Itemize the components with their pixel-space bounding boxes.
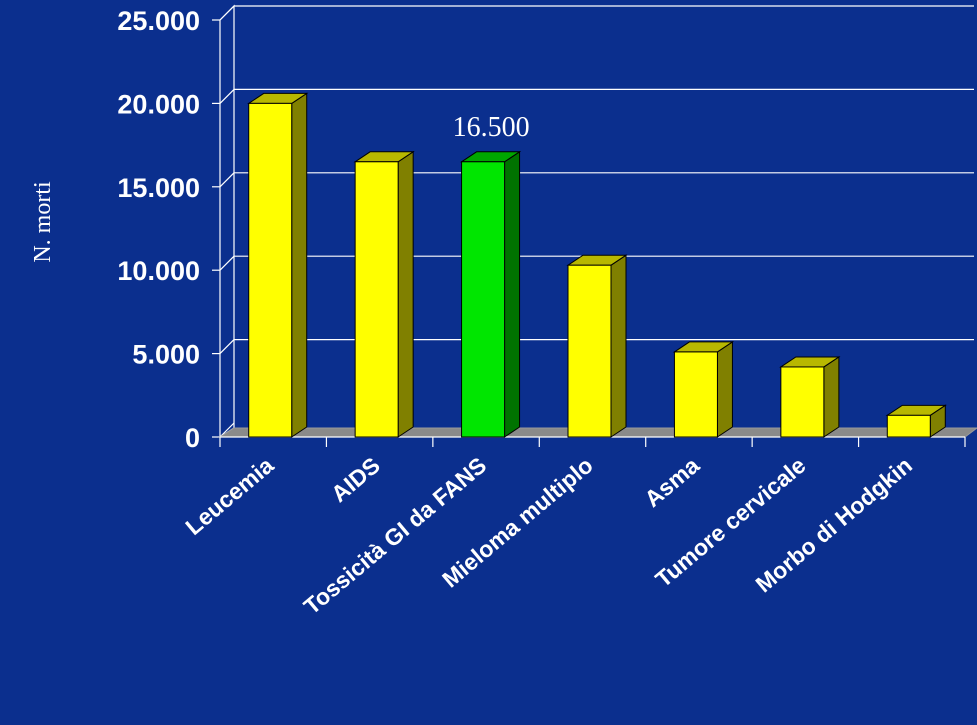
bar	[566, 254, 628, 438]
gridline-connector	[219, 5, 235, 21]
x-tick-label: Tossicità GI da FANS	[299, 452, 492, 620]
bar-front	[461, 161, 506, 438]
gridline-connector	[219, 339, 235, 355]
bar	[353, 150, 415, 438]
gridline-connector	[219, 172, 235, 188]
bar	[672, 340, 735, 438]
bar	[247, 92, 309, 438]
y-tick-label: 10.000	[117, 256, 200, 286]
gridline-connector	[219, 88, 235, 104]
gridline-connector	[219, 422, 235, 438]
x-tick-label: Leucemia	[180, 452, 278, 540]
bar-side	[716, 340, 733, 438]
bar	[779, 356, 841, 438]
bar-front	[673, 351, 718, 438]
gridline-connector	[219, 255, 235, 271]
bar-side	[504, 150, 521, 438]
y-tick-label: 20.000	[117, 89, 200, 119]
bars-layer	[247, 92, 947, 438]
y-tick-label: 5.000	[132, 340, 200, 370]
bar-front	[780, 366, 825, 438]
data-label: 16.500	[453, 112, 530, 143]
x-tick-label: AIDS	[326, 452, 385, 507]
bar-side	[397, 150, 414, 438]
bar-side	[291, 92, 308, 438]
y-tick-label: 15.000	[117, 173, 200, 203]
bar	[459, 150, 522, 438]
x-tick-label: Asma	[639, 452, 704, 512]
y-tick-label: 0	[185, 423, 200, 453]
y-tick-label: 25.000	[117, 6, 200, 36]
bar-side	[823, 356, 840, 438]
side-wall	[219, 4, 235, 439]
bar-front	[567, 264, 612, 438]
bar-front	[886, 414, 931, 438]
bar-side	[610, 254, 627, 438]
bar-front	[248, 102, 293, 438]
y-axis-label: N. morti	[30, 181, 56, 263]
bar-front	[354, 161, 399, 438]
bar	[885, 404, 947, 438]
